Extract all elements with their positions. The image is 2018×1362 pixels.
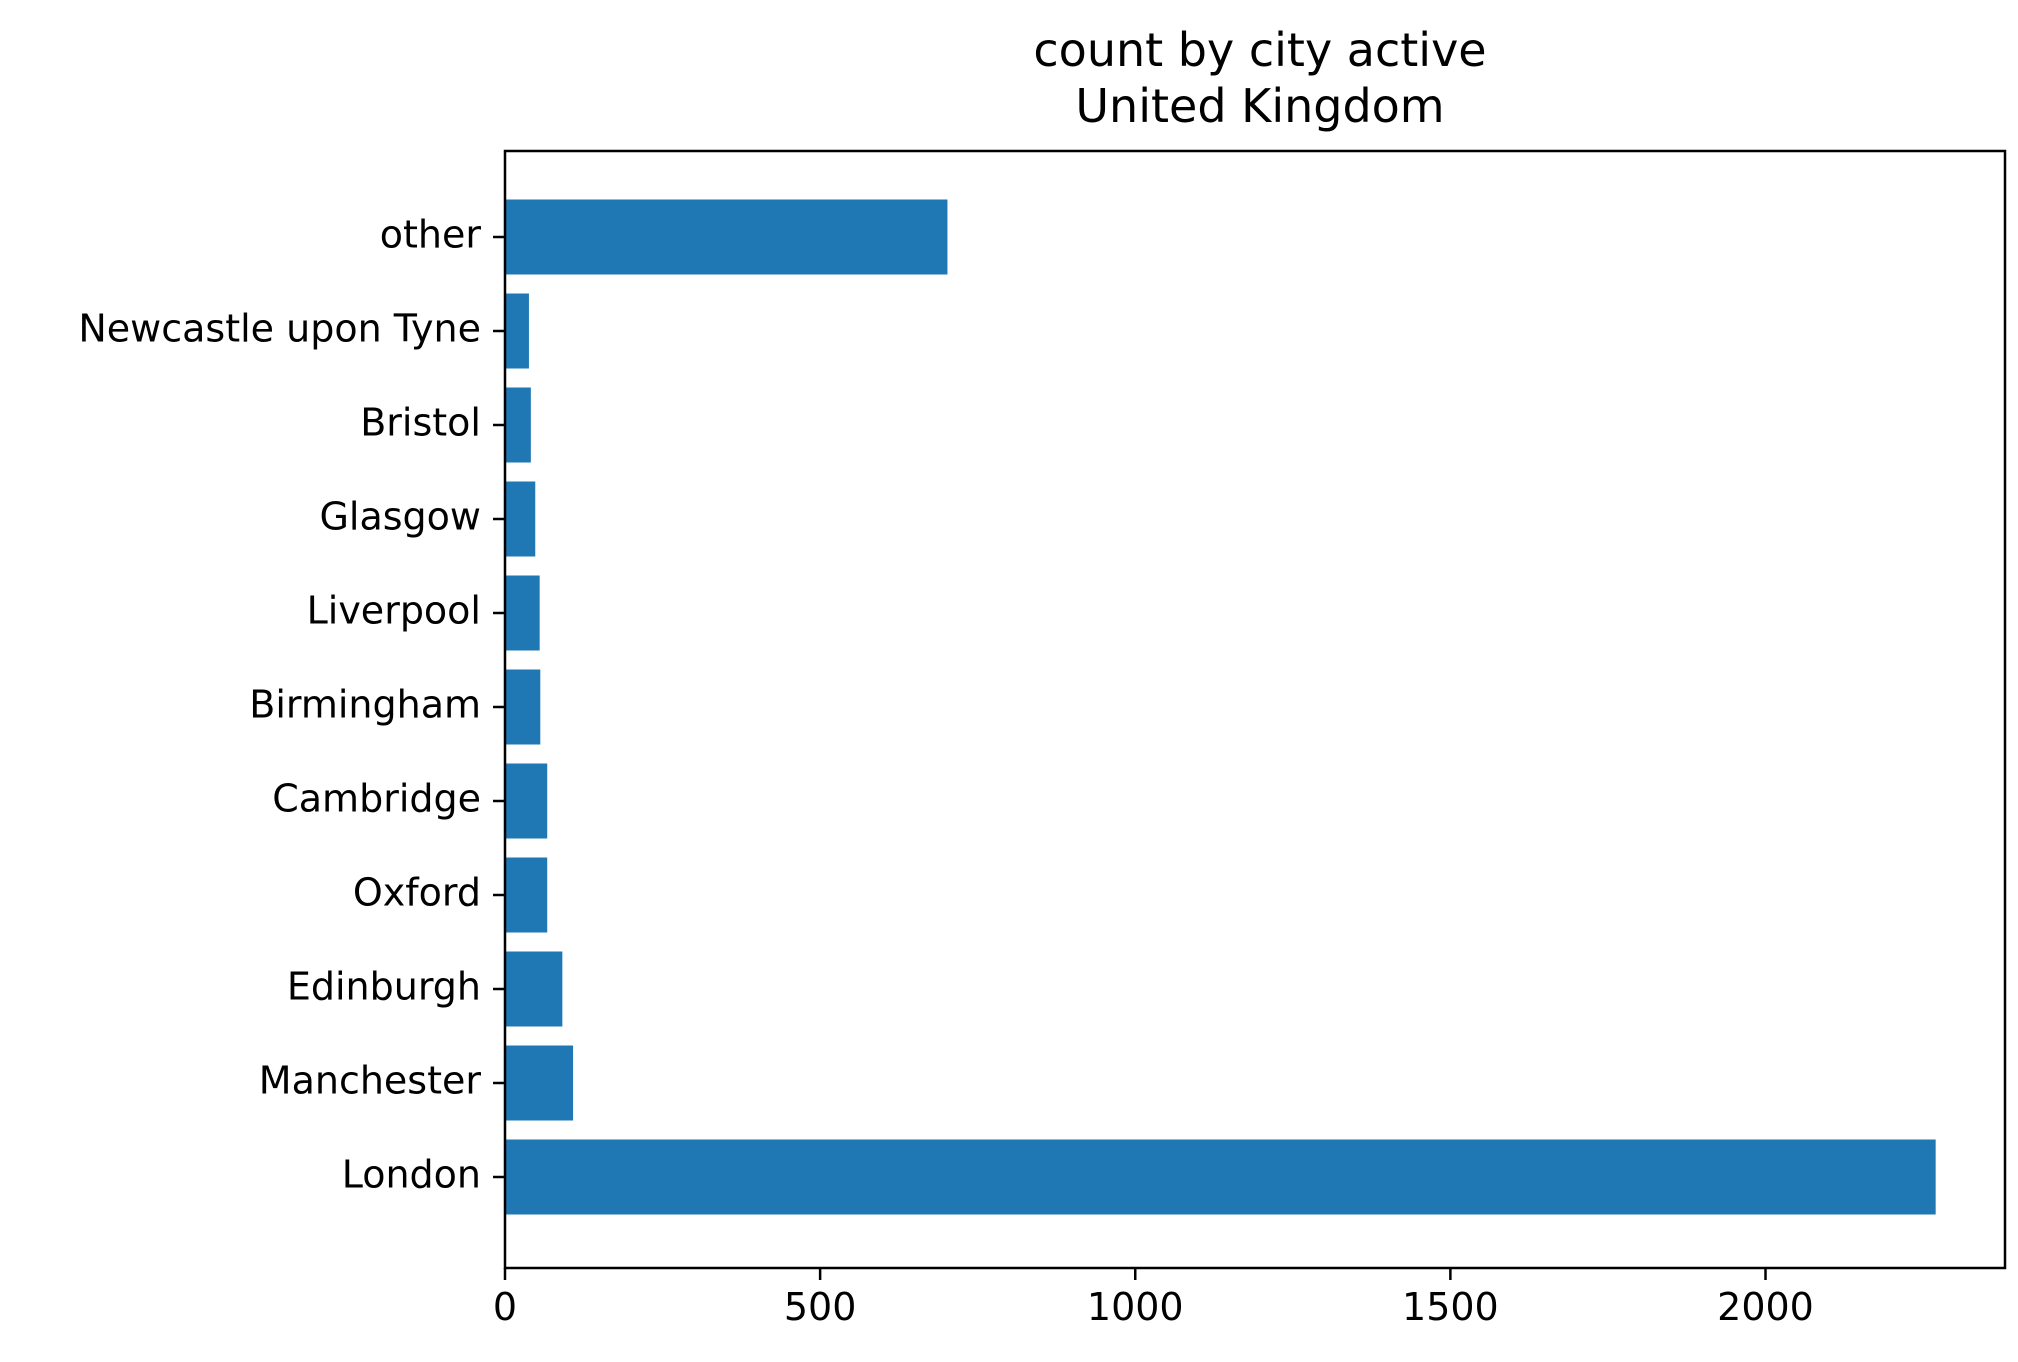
bar-cambridge (505, 763, 548, 839)
bars-layer (505, 199, 1936, 1215)
y-tick-label-edinburgh: Edinburgh (287, 965, 481, 1009)
y-tick-label-newcastle-upon-tyne: Newcastle upon Tyne (78, 307, 481, 351)
bar-liverpool (505, 575, 540, 651)
x-tick-label-500: 500 (784, 1285, 857, 1329)
y-tick-label-cambridge: Cambridge (272, 777, 481, 821)
y-tick-label-bristol: Bristol (360, 401, 481, 445)
y-tick-label-oxford: Oxford (353, 871, 481, 915)
y-axis-ticks: London Manchester Edinburgh Oxford Cambridge… (78, 213, 505, 1197)
x-tick-label-0: 0 (493, 1285, 517, 1329)
bar-london (505, 1139, 1936, 1215)
y-tick-label-birmingham: Birmingham (249, 683, 481, 727)
bar-edinburgh (505, 951, 563, 1027)
y-tick-label-liverpool: Liverpool (307, 589, 481, 633)
x-tick-label-2000: 2000 (1717, 1285, 1814, 1329)
chart-subtitle: United Kingdom (1075, 79, 1444, 133)
y-tick-label-other: other (380, 213, 482, 257)
y-tick-label-manchester: Manchester (259, 1059, 482, 1103)
bar-manchester (505, 1045, 574, 1121)
plot-frame (503, 149, 2007, 1270)
x-tick-label-1500: 1500 (1402, 1285, 1499, 1329)
x-axis-ticks: 0 500 1000 1500 2000 (493, 1268, 1814, 1329)
chart-title: count by city active (1033, 23, 1486, 77)
y-tick-label-london: London (342, 1153, 481, 1197)
bar-bristol (505, 387, 531, 463)
bar-birmingham (505, 669, 541, 745)
bar-glasgow (505, 481, 536, 557)
x-tick-label-1000: 1000 (1087, 1285, 1184, 1329)
y-tick-label-glasgow: Glasgow (319, 495, 481, 539)
bar-oxford (505, 857, 548, 933)
bar-other (505, 199, 948, 275)
bar-newcastle-upon-tyne (505, 293, 529, 369)
